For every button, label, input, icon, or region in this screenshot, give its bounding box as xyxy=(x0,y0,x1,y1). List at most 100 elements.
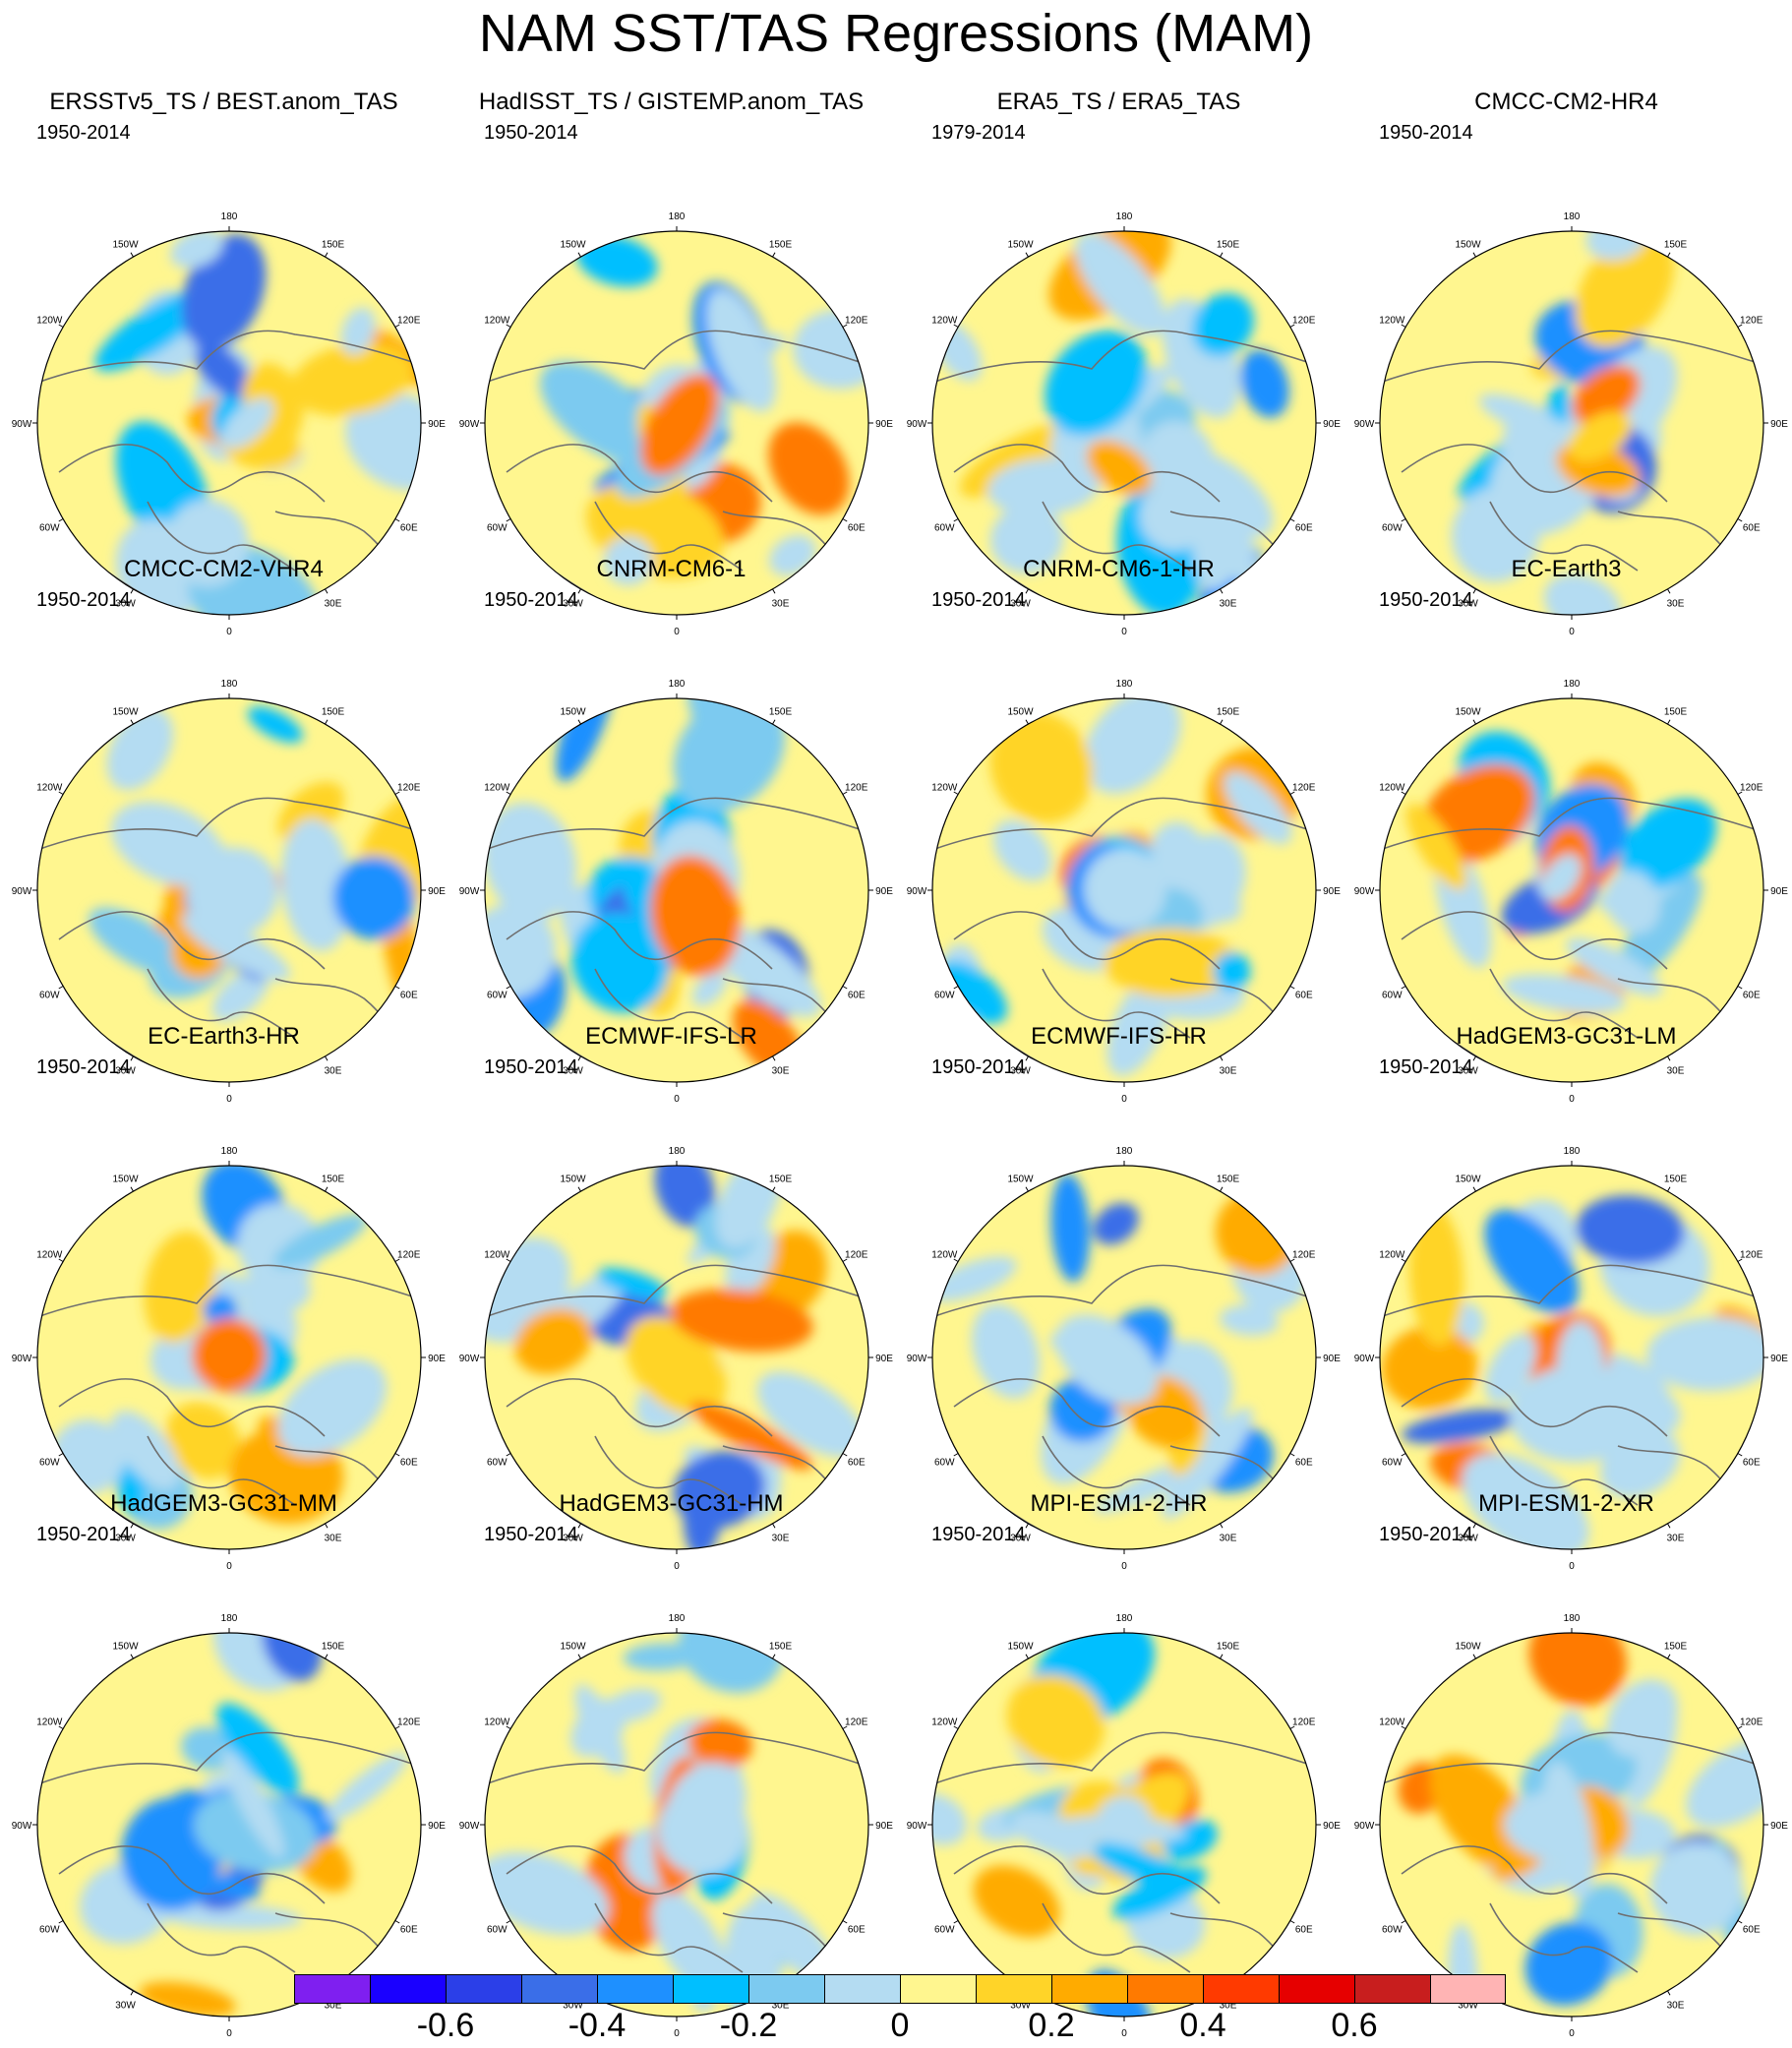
anomaly-region xyxy=(247,706,303,744)
longitude-label: 150E xyxy=(1664,1641,1688,1652)
anomaly-region xyxy=(1572,365,1641,427)
longitude-tick xyxy=(842,1258,848,1262)
coastline xyxy=(37,1731,419,1786)
anomaly-region xyxy=(936,961,1008,1024)
longitude-label: 180 xyxy=(221,1613,238,1624)
coastline xyxy=(1489,1902,1639,1973)
longitude-label: 120W xyxy=(1379,316,1405,327)
anomaly-region xyxy=(216,1703,299,1795)
longitude-label: 60W xyxy=(39,1458,60,1469)
panel-title: HadGEM3-GC31-LM xyxy=(1456,1023,1677,1050)
colorbar-box xyxy=(1430,1974,1506,2004)
anomaly-region xyxy=(1213,951,1251,992)
coastline xyxy=(1380,1264,1762,1319)
longitude-tick xyxy=(130,1055,134,1061)
longitude-label: 180 xyxy=(1564,679,1581,690)
coastline xyxy=(485,797,866,852)
longitude-label: 60E xyxy=(1295,1925,1313,1936)
longitude-label: 90E xyxy=(1770,886,1788,897)
longitude-tick xyxy=(1289,1258,1295,1262)
anomaly-region xyxy=(539,361,662,465)
longitude-tick xyxy=(1737,1920,1743,1924)
longitude-label: 120W xyxy=(1379,1250,1405,1261)
longitude-label: 150W xyxy=(1007,239,1034,250)
longitude-label: 180 xyxy=(221,679,238,690)
anomaly-region xyxy=(972,1303,1041,1399)
anomaly-region xyxy=(1429,1754,1533,1873)
longitude-label: 30W xyxy=(115,1066,136,1077)
longitude-label: 120W xyxy=(931,316,958,327)
coastline xyxy=(37,797,419,852)
longitude-label: 30E xyxy=(1667,1534,1685,1544)
anomaly-region xyxy=(277,1358,388,1457)
longitude-label: 90W xyxy=(1354,1354,1375,1364)
longitude-label: 30E xyxy=(1667,1066,1685,1077)
anomaly-region xyxy=(181,1726,237,1771)
longitude-label: 60E xyxy=(400,1458,418,1469)
longitude-label: 150E xyxy=(322,1641,345,1652)
longitude-label: 120E xyxy=(1292,783,1316,794)
longitude-tick xyxy=(842,518,848,522)
longitude-label: 60E xyxy=(848,523,866,534)
anomaly-region xyxy=(170,231,223,269)
panel-period: 1950-2014 xyxy=(484,122,578,144)
longitude-label: 150E xyxy=(322,1174,345,1184)
anomaly-region xyxy=(94,289,209,372)
polar-map: 180 150E 120E 90E 60E 30E 0 30W 60W 90W 120W 150W xyxy=(459,679,894,1105)
anomaly-region xyxy=(165,1402,242,1479)
panel-period: 1950-2014 xyxy=(931,589,1026,611)
longitude-tick xyxy=(1667,1186,1671,1192)
anomaly-region xyxy=(1006,1674,1105,1768)
anomaly-region xyxy=(1139,480,1211,551)
longitude-tick xyxy=(1401,791,1406,795)
coastline xyxy=(1401,911,1668,970)
longitude-tick xyxy=(1737,986,1743,990)
anomaly-region xyxy=(1192,293,1254,357)
longitude-label: 30W xyxy=(563,1534,583,1544)
longitude-label: 120W xyxy=(931,1717,958,1728)
longitude-tick xyxy=(1025,252,1029,258)
longitude-label: 150E xyxy=(1664,706,1688,717)
longitude-label: 30E xyxy=(772,2001,790,2012)
longitude-tick xyxy=(325,1523,329,1529)
longitude-label: 30E xyxy=(325,1534,342,1544)
coastline xyxy=(932,797,1314,852)
longitude-label: 60E xyxy=(400,523,418,534)
longitude-label: 30E xyxy=(1220,599,1237,610)
anomaly-region xyxy=(768,422,850,515)
longitude-label: 180 xyxy=(1116,211,1133,222)
longitude-label: 60W xyxy=(1382,523,1403,534)
longitude-tick xyxy=(1737,324,1743,328)
longitude-tick xyxy=(1667,1990,1671,1996)
longitude-label: 60W xyxy=(934,991,955,1001)
anomaly-region xyxy=(574,1684,627,1774)
longitude-label: 0 xyxy=(674,2028,680,2039)
longitude-label: 0 xyxy=(1121,627,1127,637)
colorbar-box xyxy=(900,1974,976,2004)
anomaly-region xyxy=(571,913,669,1013)
longitude-tick xyxy=(842,1453,848,1457)
longitude-label: 60W xyxy=(487,991,508,1001)
coastline xyxy=(1042,1435,1191,1506)
longitude-label: 90E xyxy=(1770,1354,1788,1364)
anomaly-region xyxy=(1010,1810,1097,1858)
panel-title: ERA5_TS / ERA5_TAS xyxy=(996,89,1241,115)
polar-map: 180 150E 120E 90E 60E 30E 0 30W 60W 90W 120W 150W xyxy=(12,1146,447,1572)
longitude-tick xyxy=(1401,986,1406,990)
anomaly-region xyxy=(1086,440,1152,496)
coastline xyxy=(506,444,773,503)
coastline xyxy=(594,501,744,572)
longitude-label: 60W xyxy=(39,1925,60,1936)
longitude-label: 0 xyxy=(1121,2028,1127,2039)
coastline xyxy=(1042,968,1191,1039)
longitude-label: 150W xyxy=(560,706,586,717)
longitude-label: 180 xyxy=(1116,679,1133,690)
longitude-tick xyxy=(130,719,134,725)
panel-period: 1950-2014 xyxy=(931,1524,1026,1545)
longitude-tick xyxy=(506,324,511,328)
longitude-label: 120W xyxy=(1379,1717,1405,1728)
longitude-tick xyxy=(1472,1186,1476,1192)
panel-title: CMCC-CM2-HR4 xyxy=(1474,89,1658,115)
anomaly-region xyxy=(756,1371,866,1458)
longitude-label: 150W xyxy=(112,239,139,250)
